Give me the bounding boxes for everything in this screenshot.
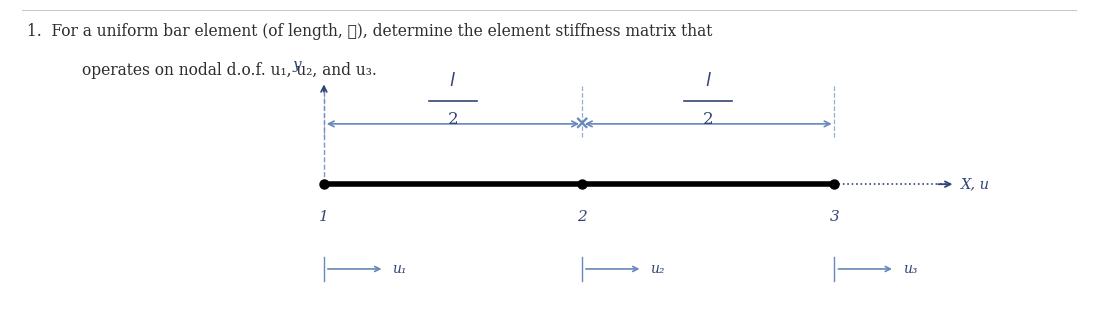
Text: 1: 1 (320, 210, 328, 224)
Text: X, u: X, u (961, 177, 989, 191)
Text: u₃: u₃ (903, 262, 917, 276)
Text: 2: 2 (448, 111, 458, 128)
Text: u₁: u₁ (392, 262, 406, 276)
Text: $\mathit{l}$: $\mathit{l}$ (449, 72, 457, 90)
Text: 3: 3 (830, 210, 839, 224)
Text: operates on nodal d.o.f. u₁, u₂, and u₃.: operates on nodal d.o.f. u₁, u₂, and u₃. (82, 62, 378, 79)
Text: ×: × (574, 114, 590, 133)
Text: $\mathit{l}$: $\mathit{l}$ (705, 72, 712, 90)
Text: 2: 2 (578, 210, 586, 224)
Text: y: y (292, 58, 301, 72)
Text: u₂: u₂ (650, 262, 664, 276)
Text: 2: 2 (703, 111, 714, 128)
Text: 1.  For a uniform bar element (of length, ℓ), determine the element stiffness ma: 1. For a uniform bar element (of length,… (27, 23, 713, 40)
